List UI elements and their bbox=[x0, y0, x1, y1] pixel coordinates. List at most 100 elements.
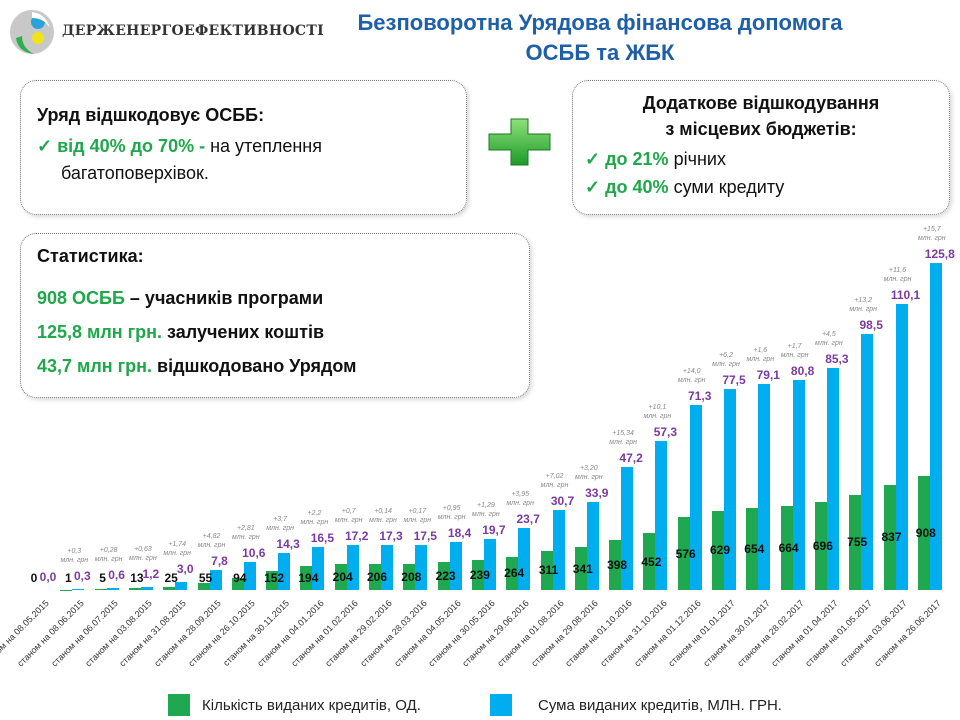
increment-unit: млн. грн bbox=[334, 517, 363, 525]
sum-label: 33,9 bbox=[585, 485, 609, 500]
sum-label: 30,7 bbox=[550, 494, 575, 509]
sum-label: 18,4 bbox=[447, 526, 472, 541]
count-bar bbox=[746, 507, 759, 590]
increment-value: +1,29 bbox=[477, 501, 495, 509]
increment-label: +0,7 млн. грн bbox=[335, 507, 363, 525]
count-label: 152 bbox=[264, 571, 285, 585]
date-label: станом на 30.05.2016 bbox=[426, 598, 497, 669]
increment-value: +7,02 bbox=[545, 473, 564, 481]
local-item-1: ✓ до 21% річних bbox=[585, 149, 726, 170]
increment-value: +15,7 bbox=[922, 225, 941, 233]
sum-label: 79,1 bbox=[756, 368, 780, 383]
count-label: 13 bbox=[130, 571, 144, 585]
increment-unit: млн. грн bbox=[163, 550, 192, 558]
local-item-1-text: річних bbox=[668, 149, 726, 169]
date-label: станом на 06.07.2015 bbox=[49, 598, 120, 669]
brand-name: ДЕРЖЕНЕРГОЕФЕКТИВНОСТІ bbox=[62, 23, 324, 39]
increment-unit: млн. грн bbox=[266, 524, 294, 532]
date-label: станом на 29.08.2016 bbox=[529, 598, 600, 669]
sum-bar bbox=[724, 388, 736, 590]
date-label: станом на 03.06.2017 bbox=[838, 598, 909, 669]
increment-label: +0,28 млн. грн bbox=[95, 546, 123, 564]
date-label: станом на 30.11.2015 bbox=[221, 598, 292, 669]
sum-bar bbox=[449, 542, 462, 590]
sum-label: 23,7 bbox=[516, 512, 540, 527]
local-item-2: ✓ до 40% суми кредиту bbox=[585, 177, 784, 198]
increment-unit: млн. грн bbox=[403, 516, 432, 524]
sum-label: 71,3 bbox=[688, 388, 712, 403]
count-label: 204 bbox=[332, 570, 353, 585]
local-heading-1: Додаткове відшкодування bbox=[642, 93, 880, 113]
statistics-box: Статистика: 908 ОСББ – учасників програм… bbox=[20, 233, 530, 398]
sum-bar bbox=[312, 547, 325, 590]
sum-label: 0,6 bbox=[108, 568, 125, 583]
sum-bar bbox=[140, 586, 153, 590]
increment-unit: млн. грн bbox=[129, 554, 157, 562]
increment-value: +10,1 bbox=[648, 404, 667, 412]
plus-icon bbox=[488, 118, 551, 166]
increment-unit: млн. грн bbox=[677, 376, 706, 384]
increment-unit: млн. грн bbox=[60, 557, 89, 565]
date-label: станом на 03.08.2015 bbox=[83, 598, 154, 669]
date-label: станом на 31.10.2016 bbox=[597, 598, 669, 669]
sum-label: 0,0 bbox=[39, 570, 57, 584]
sum-bar bbox=[483, 538, 496, 590]
increment-value: +1,6 bbox=[753, 347, 768, 355]
count-bar bbox=[780, 506, 793, 590]
count-label: 208 bbox=[401, 569, 422, 584]
increment-unit: млн. грн bbox=[369, 517, 397, 525]
count-label: 55 bbox=[198, 571, 213, 585]
increment-value: +4,82 bbox=[202, 532, 221, 540]
increment-value: +0,63 bbox=[134, 545, 152, 553]
increment-value: +0,28 bbox=[99, 547, 118, 555]
date-label: станом на 29.06.2016 bbox=[460, 598, 532, 669]
date-label: станом на 01.10.2016 bbox=[563, 598, 635, 669]
check-icon: ✓ bbox=[37, 136, 53, 156]
date-label: станом на 04.01.2016 bbox=[254, 598, 326, 669]
count-label: 25 bbox=[164, 571, 178, 585]
local-item-2-highlight: до 40% bbox=[605, 177, 669, 197]
increment-unit: млн. грн bbox=[94, 556, 123, 564]
count-label: 341 bbox=[572, 561, 593, 576]
sum-bar bbox=[929, 262, 942, 590]
stat-1-text: – учасників програми bbox=[124, 288, 324, 308]
date-label: станом на 04.05.2016 bbox=[392, 598, 463, 669]
increment-label: +1,29 млн. грн bbox=[472, 501, 500, 519]
increment-value: +0,17 bbox=[408, 507, 427, 515]
count-bar bbox=[506, 556, 519, 590]
increment-unit: млн. грн bbox=[780, 351, 809, 359]
count-label: 1 bbox=[64, 571, 72, 585]
increment-value: +11,6 bbox=[888, 266, 907, 274]
increment-label: +15,7 млн. грн bbox=[918, 225, 946, 243]
increment-unit: млн. грн bbox=[437, 514, 466, 522]
stat-3-highlight: 43,7 млн грн. bbox=[37, 356, 153, 376]
legend-swatch-blue bbox=[490, 694, 512, 716]
sum-bar bbox=[689, 404, 702, 590]
increment-value: +0,7 bbox=[341, 508, 356, 516]
sum-bar bbox=[655, 441, 668, 590]
date-label: станом на 01.02.2016 bbox=[289, 598, 360, 669]
count-bar bbox=[266, 570, 279, 590]
increment-unit: млн. грн bbox=[712, 360, 740, 368]
date-label: станом на 08.06.2015 bbox=[14, 598, 86, 669]
count-label: 452 bbox=[641, 554, 662, 569]
sum-bar bbox=[758, 384, 771, 590]
sum-label: 1,2 bbox=[142, 566, 160, 581]
increment-value: +3,7 bbox=[273, 515, 287, 523]
sum-bar bbox=[861, 333, 874, 590]
count-label: 576 bbox=[675, 546, 696, 561]
count-label: 94 bbox=[233, 571, 247, 585]
count-bar bbox=[300, 565, 313, 590]
count-label: 264 bbox=[504, 566, 525, 581]
sum-label: 0,3 bbox=[73, 569, 91, 584]
sum-bar bbox=[175, 582, 188, 590]
increment-unit: млн. грн bbox=[540, 482, 569, 490]
increment-label: +0,14 млн. грн bbox=[369, 507, 397, 525]
increment-label: +4,82 млн. грн bbox=[198, 532, 226, 550]
page-title: Безповоротна Урядова фінансова допомога … bbox=[270, 8, 930, 68]
sum-bar bbox=[72, 589, 85, 590]
logo-icon bbox=[10, 10, 54, 54]
count-label: 206 bbox=[366, 570, 388, 585]
increment-unit: млн. грн bbox=[917, 234, 946, 242]
sum-bar bbox=[826, 368, 839, 590]
